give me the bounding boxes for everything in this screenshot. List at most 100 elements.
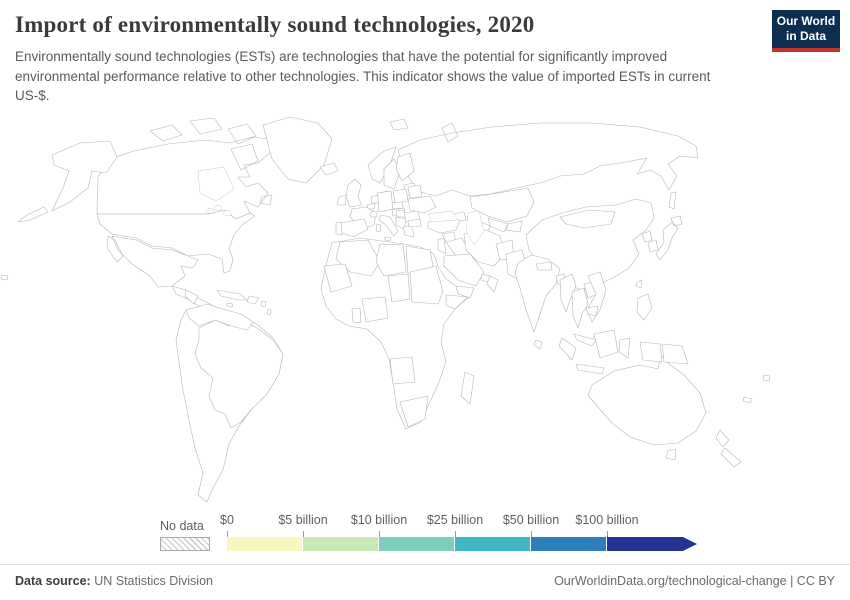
legend-segment-2[interactable] — [379, 537, 455, 551]
country-north-korea[interactable] — [641, 230, 653, 243]
country-cuba[interactable] — [216, 289, 248, 301]
country-indonesia[interactable] — [558, 329, 663, 375]
country-sudan[interactable] — [409, 265, 444, 305]
country-hispaniola[interactable] — [246, 295, 260, 305]
country-iceland[interactable] — [319, 162, 339, 176]
choropleth-svg — [0, 116, 771, 503]
country-united-states[interactable] — [17, 140, 256, 274]
country-netherlands[interactable] — [370, 194, 379, 204]
country-portugal[interactable] — [335, 221, 343, 236]
country-cambodia[interactable] — [585, 305, 599, 317]
hudson-bay — [197, 166, 235, 202]
country-libya[interactable] — [375, 243, 407, 277]
footer: Data source: UN Statistics Division OurW… — [0, 564, 850, 600]
country-italy[interactable] — [375, 214, 399, 242]
country-mongolia[interactable] — [559, 209, 616, 229]
country-spain[interactable] — [339, 218, 369, 238]
chart-subtitle: Environmentally sound technologies (ESTs… — [15, 49, 711, 104]
country-honduras-nicaragua[interactable] — [184, 289, 199, 305]
country-myanmar[interactable] — [559, 273, 577, 313]
country-philippines[interactable] — [636, 293, 653, 321]
legend-color-bar: $0 $5 billion $10 billion $25 billion $5… — [220, 513, 697, 551]
country-bulgaria[interactable] — [407, 218, 422, 228]
black-sea — [427, 210, 459, 223]
country-germany[interactable] — [376, 190, 394, 213]
country-japan[interactable] — [655, 215, 683, 261]
country-canada[interactable] — [96, 117, 273, 220]
world-map — [0, 113, 850, 505]
country-pacific-islands[interactable] — [742, 374, 771, 404]
country-ghana[interactable] — [351, 307, 362, 324]
legend-stop-2: $10 billion — [350, 513, 408, 527]
country-svalbard[interactable] — [389, 118, 409, 131]
legend-no-data: No data — [160, 519, 210, 551]
country-oman[interactable] — [486, 275, 499, 293]
country-greenland[interactable] — [262, 116, 333, 184]
owid-logo-text: Our World in Data — [776, 14, 836, 43]
owid-logo[interactable]: Our World in Data — [772, 10, 840, 52]
country-kazakhstan[interactable] — [469, 187, 535, 223]
no-data-label: No data — [160, 519, 204, 533]
country-sri-lanka[interactable] — [533, 339, 543, 350]
country-papua-new-guinea[interactable] — [661, 343, 689, 365]
data-source-label: Data source: — [15, 574, 91, 588]
map-legend: No data $0 $5 billion $10 billion $25 bi… — [160, 513, 697, 551]
country-nigeria[interactable] — [361, 296, 389, 323]
country-ukraine[interactable] — [407, 195, 437, 214]
legend-stop-1: $5 billion — [278, 513, 328, 527]
great-lake-2 — [213, 205, 223, 211]
country-kyrgyzstan-tajikistan[interactable] — [505, 220, 523, 233]
country-united-kingdom[interactable] — [345, 178, 363, 208]
header: Import of environmentally sound technolo… — [15, 12, 765, 106]
country-saudi-arabia[interactable] — [443, 253, 485, 287]
country-algeria[interactable] — [335, 239, 381, 277]
footer-link[interactable]: OurWorldinData.org/technological-change … — [554, 574, 835, 588]
country-new-zealand[interactable] — [715, 429, 742, 468]
country-ireland[interactable] — [336, 194, 347, 206]
country-switzerland[interactable] — [369, 210, 378, 218]
legend-stop-5: $100 billion — [575, 513, 639, 527]
country-uzbekistan[interactable] — [487, 217, 509, 233]
legend-tick — [227, 531, 228, 537]
country-taiwan[interactable] — [635, 279, 643, 289]
legend-stop-0: $0 — [220, 513, 234, 527]
country-angola[interactable] — [389, 356, 416, 385]
country-russia[interactable] — [397, 122, 699, 210]
country-venezuela-guyanas[interactable] — [185, 303, 254, 331]
legend-segment-4[interactable] — [531, 537, 607, 551]
country-caribbean-islands[interactable] — [226, 300, 272, 316]
country-india[interactable] — [514, 254, 561, 333]
country-south-korea[interactable] — [647, 239, 659, 253]
legend-stop-3: $25 billion — [426, 513, 484, 527]
legend-segment-3[interactable] — [455, 537, 531, 551]
country-yemen[interactable] — [455, 285, 475, 299]
country-belarus[interactable] — [407, 184, 423, 199]
country-mauritania[interactable] — [323, 263, 353, 293]
legend-segment-1[interactable] — [303, 537, 379, 551]
country-israel-jordan[interactable] — [437, 237, 447, 255]
great-lake-3 — [222, 210, 232, 216]
legend-tick — [303, 531, 304, 537]
no-data-swatch[interactable] — [160, 537, 210, 551]
country-finland[interactable] — [395, 152, 415, 182]
legend-segment-0[interactable] — [227, 537, 303, 551]
legend-tick — [531, 531, 532, 537]
country-south-africa[interactable] — [399, 395, 429, 428]
great-lake-1 — [205, 208, 215, 214]
country-nepal[interactable] — [535, 261, 553, 271]
country-madagascar[interactable] — [460, 371, 475, 405]
country-australia[interactable] — [587, 354, 707, 461]
country-thailand[interactable] — [571, 287, 589, 329]
owid-logo-red-bar — [772, 48, 840, 52]
country-chad[interactable] — [387, 273, 411, 303]
legend-stop-4: $50 billion — [502, 513, 560, 527]
country-poland[interactable] — [392, 188, 409, 204]
country-malaysia[interactable] — [573, 333, 597, 347]
country-mexico[interactable] — [106, 235, 199, 288]
country-somalia[interactable] — [445, 294, 469, 310]
country-sweden[interactable] — [383, 158, 401, 190]
legend-segment-5[interactable] — [607, 537, 697, 551]
country-hawaii[interactable] — [0, 274, 9, 281]
country-hungary[interactable] — [395, 209, 406, 218]
